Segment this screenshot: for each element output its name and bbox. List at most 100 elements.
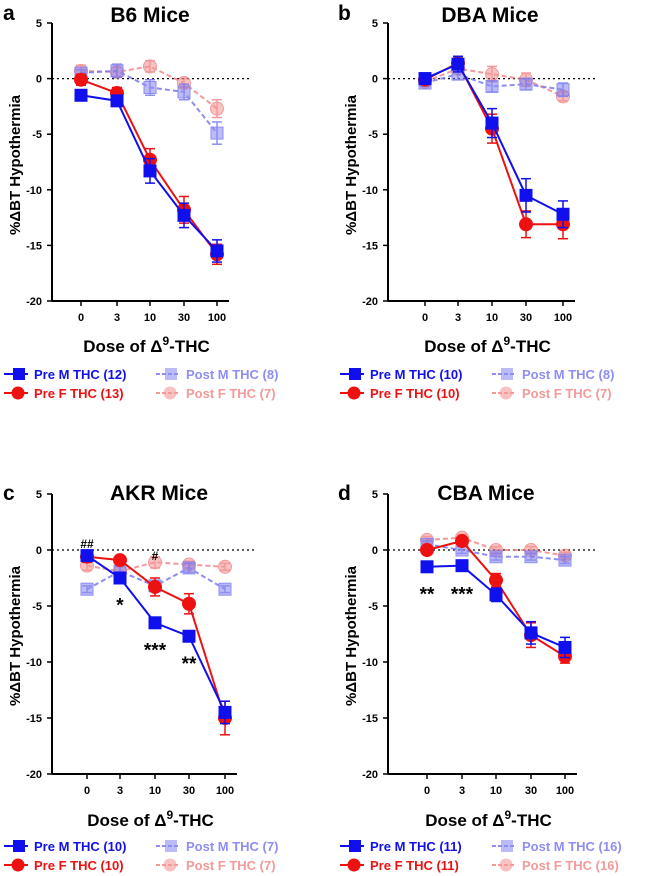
data-point bbox=[74, 72, 88, 87]
data-point bbox=[148, 579, 162, 594]
legend-label: Pre F THC (10) bbox=[370, 386, 460, 401]
legend-label: Post M THC (8) bbox=[522, 367, 614, 382]
data-point bbox=[210, 126, 224, 140]
x-axis-label: Dose of Δ9-THC bbox=[83, 334, 210, 356]
legend-marker-square bbox=[165, 840, 177, 852]
significance-annotation: * bbox=[116, 596, 124, 617]
significance-annotation: *** bbox=[144, 640, 167, 661]
panel-b: b DBA Mice %ΔBT Hypothermia 5 0 -5 -10 -15 -20 0 3… bbox=[338, 2, 614, 401]
legend-marker-circle bbox=[163, 858, 177, 872]
data-point bbox=[556, 207, 570, 221]
series-pre-m bbox=[74, 88, 224, 263]
x-tick-label: 100 bbox=[554, 312, 572, 324]
series-line bbox=[426, 543, 566, 562]
legend-label: Pre M THC (10) bbox=[34, 839, 126, 854]
chart-title: CBA Mice bbox=[437, 482, 534, 505]
y-tick-label: -10 bbox=[362, 185, 378, 197]
panel-c: c AKR Mice %ΔBT Hypothermia 5 0 -5 -10 -15 -20 0 3… bbox=[3, 482, 278, 873]
y-tick-label: -15 bbox=[26, 240, 42, 252]
series-line bbox=[424, 73, 564, 91]
x-axis-label-superscript: 9 bbox=[503, 334, 510, 348]
data-point bbox=[558, 553, 572, 567]
data-point bbox=[485, 67, 499, 82]
x-tick-label: 30 bbox=[520, 312, 532, 324]
x-axis-label-suffix: -THC bbox=[510, 337, 551, 356]
legend-item-post-m: Post M THC (8) bbox=[156, 367, 278, 382]
data-point bbox=[210, 101, 224, 116]
legend-item-pre-m: Pre M THC (10) bbox=[340, 367, 462, 382]
data-point bbox=[218, 705, 232, 719]
significance-annotation: *** bbox=[451, 584, 474, 605]
panel-d: d CBA Mice %ΔBT Hypothermia 5 0 -5 -10 -15 -20 0 3… bbox=[338, 482, 622, 873]
y-tick-label: 0 bbox=[372, 545, 378, 557]
series-pre-m bbox=[420, 559, 572, 659]
legend-label: Post M THC (8) bbox=[186, 367, 278, 382]
y-tick-label: -5 bbox=[368, 601, 378, 613]
legend-label: Pre M THC (12) bbox=[34, 367, 126, 382]
data-point bbox=[489, 573, 503, 588]
x-axis-label-suffix: -THC bbox=[173, 811, 214, 830]
x-axis-label-main: Dose of Δ bbox=[87, 811, 166, 830]
y-tick-label: 5 bbox=[36, 489, 42, 501]
y-tick-label: -15 bbox=[362, 713, 378, 725]
x-tick-label: 10 bbox=[144, 312, 156, 324]
legend-label: Post F THC (7) bbox=[186, 386, 276, 401]
chart-title: DBA Mice bbox=[441, 4, 538, 27]
data-point bbox=[182, 629, 196, 643]
x-axis-label-main: Dose of Δ bbox=[83, 337, 162, 356]
x-tick-label: 0 bbox=[424, 785, 430, 797]
legend-label: Post F THC (7) bbox=[186, 858, 276, 873]
y-tick-label: 5 bbox=[36, 18, 42, 30]
significance-annotation: ** bbox=[420, 584, 435, 605]
panel-letter: d bbox=[338, 482, 351, 505]
series-pre-m bbox=[80, 549, 232, 725]
legend: Pre M THC (11) Pre F THC (11) Post M THC (… bbox=[340, 839, 622, 873]
x-tick-label: 100 bbox=[216, 785, 234, 797]
data-point bbox=[113, 553, 127, 568]
legend-marker-circle bbox=[347, 386, 361, 400]
panel-letter: a bbox=[3, 2, 15, 25]
x-axis-label-suffix: -THC bbox=[511, 811, 552, 830]
x-axis-label-superscript: 9 bbox=[504, 808, 511, 822]
panel-letter: b bbox=[338, 2, 351, 25]
legend-item-pre-m: Pre M THC (12) bbox=[4, 367, 126, 382]
data-point bbox=[182, 596, 196, 611]
y-tick-label: -20 bbox=[362, 769, 378, 781]
y-axis-label: %ΔBT Hypothermia bbox=[343, 94, 360, 235]
data-point bbox=[418, 72, 432, 86]
legend-label: Pre M THC (11) bbox=[370, 839, 462, 854]
legend-label: Pre F THC (11) bbox=[370, 858, 459, 873]
significance-annotation: ## bbox=[80, 537, 94, 551]
legend-label: Post M THC (7) bbox=[186, 839, 278, 854]
x-axis-label-suffix: -THC bbox=[169, 337, 210, 356]
data-point bbox=[489, 588, 503, 602]
legend-label: Pre F THC (13) bbox=[34, 386, 124, 401]
legend: Pre M THC (10) Pre F THC (10) Post M THC (… bbox=[340, 367, 614, 401]
y-tick-label: 0 bbox=[36, 545, 42, 557]
legend-item-post-m: Post M THC (7) bbox=[156, 839, 278, 854]
y-axis-label: %ΔBT Hypothermia bbox=[7, 94, 24, 235]
panel-letter: c bbox=[3, 482, 15, 505]
data-point bbox=[519, 217, 533, 232]
x-tick-label: 10 bbox=[486, 312, 498, 324]
data-point bbox=[177, 85, 191, 99]
x-axis-label-main: Dose of Δ bbox=[424, 337, 503, 356]
data-point bbox=[558, 640, 572, 654]
data-point bbox=[177, 208, 191, 222]
y-tick-label: -15 bbox=[26, 713, 42, 725]
y-tick-label: -5 bbox=[32, 129, 42, 141]
legend-label: Post F THC (16) bbox=[522, 858, 619, 873]
x-tick-label: 3 bbox=[114, 312, 120, 324]
y-tick-label: -10 bbox=[26, 657, 42, 669]
legend-item-pre-f: Pre F THC (11) bbox=[340, 858, 459, 873]
data-point bbox=[420, 560, 434, 574]
data-point bbox=[556, 83, 570, 97]
x-tick-label: 30 bbox=[178, 312, 190, 324]
data-point bbox=[113, 571, 127, 585]
x-tick-label: 3 bbox=[459, 785, 465, 797]
data-point bbox=[148, 555, 162, 570]
data-point bbox=[524, 550, 538, 564]
y-axis-label: %ΔBT Hypothermia bbox=[343, 565, 360, 706]
data-point bbox=[182, 561, 196, 575]
